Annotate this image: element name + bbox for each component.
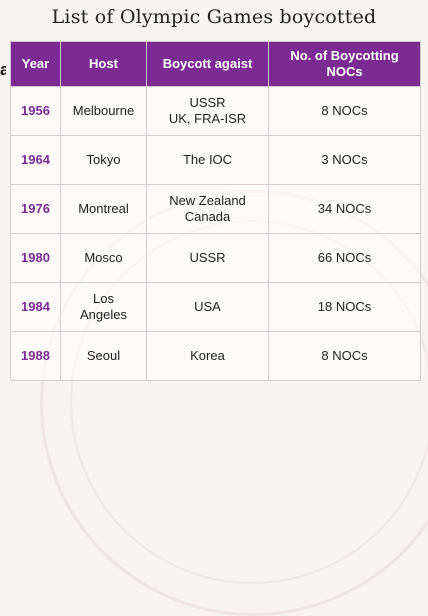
boycott-against-cell: USSR UK, FRA-ISR <box>146 86 269 136</box>
boycott-against-cell: New Zealand Canada <box>146 184 269 234</box>
year-cell: 1956 <box>10 86 61 136</box>
boycott-against-cell-line: UK, FRA-ISR <box>168 111 247 126</box>
header-year: Year <box>10 41 61 87</box>
boycott-against-cell: USA <box>146 282 269 332</box>
boycott-against-cell-line: New Zealand <box>169 193 246 208</box>
header-line: No. of Boycotting <box>290 48 399 63</box>
year-cell: 1976 <box>10 184 61 234</box>
table-body: 1956 Melbourne USSR UK, FRA-ISR 8 NOCs 1964 To… <box>10 86 421 381</box>
host-cell: Seoul <box>60 331 147 381</box>
nocs-cell: 34 NOCs <box>268 184 421 234</box>
nocs-cell: 8 NOCs <box>268 331 421 381</box>
nocs-cell: 18 NOCs <box>268 282 421 332</box>
boycott-against-cell-line: Korea <box>190 348 225 363</box>
boycott-against-cell-line: USSR <box>189 250 226 265</box>
host-cell-line: Montreal <box>78 201 129 216</box>
boycott-table: Year Host Boycott agaist No. of Boycotti… <box>10 41 421 381</box>
host-cell-line: Angeles <box>80 307 127 322</box>
host-cell-line: Seoul <box>86 348 121 363</box>
host-cell: Mosco <box>60 233 147 283</box>
header-line: Boycott agaist <box>162 56 253 71</box>
table-row: 1964 Tokyo The IOC 3 NOCs <box>10 135 421 185</box>
table-row: 1976 Montreal New Zealand Canada 34 NOCs <box>10 184 421 234</box>
year-cell: 1988 <box>10 331 61 381</box>
year-cell: 1980 <box>10 233 61 283</box>
host-cell: Los Angeles <box>60 282 147 332</box>
header-boycotting-nocs: No. of Boycotting NOCs <box>268 41 421 87</box>
table-header-row: Year Host Boycott agaist No. of Boycotti… <box>10 41 421 87</box>
host-cell-line: Melbourne <box>72 103 135 118</box>
header-line: Year <box>21 56 50 71</box>
page-title: List of Olympic Games boycotted <box>51 6 377 28</box>
table-row: 1984 Los Angeles USA 18 NOCs <box>10 282 421 332</box>
year-cell: 1964 <box>10 135 61 185</box>
header-line: NOCs <box>326 64 363 79</box>
boycott-against-cell-line: USA <box>194 299 221 314</box>
table-row: 1988 Seoul Korea 8 NOCs <box>10 331 421 381</box>
boycott-against-cell: USSR <box>146 233 269 283</box>
boycott-against-cell-line: The IOC <box>182 152 233 167</box>
boycott-against-cell-line: Canada <box>184 209 231 224</box>
table-row: 1956 Melbourne USSR UK, FRA-ISR 8 NOCs <box>10 86 421 136</box>
boycott-against-cell-line: USSR <box>189 95 226 110</box>
header-boycott-against: Boycott agaist <box>146 41 269 87</box>
year-cell: 1984 <box>10 282 61 332</box>
host-cell-line: Tokyo <box>86 152 121 167</box>
boycott-against-cell: Korea <box>146 331 269 381</box>
header-line: Host <box>89 56 118 71</box>
host-cell-line: Los <box>93 291 114 306</box>
nocs-cell: 3 NOCs <box>268 135 421 185</box>
host-cell: Tokyo <box>60 135 147 185</box>
cropped-edge-text: a <box>0 60 6 79</box>
host-cell: Melbourne <box>60 86 147 136</box>
table-row: 1980 Mosco USSR 66 NOCs <box>10 233 421 283</box>
nocs-cell: 8 NOCs <box>268 86 421 136</box>
header-host: Host <box>60 41 147 87</box>
host-cell: Montreal <box>60 184 147 234</box>
nocs-cell: 66 NOCs <box>268 233 421 283</box>
host-cell-line: Mosco <box>84 250 123 265</box>
boycott-against-cell: The IOC <box>146 135 269 185</box>
